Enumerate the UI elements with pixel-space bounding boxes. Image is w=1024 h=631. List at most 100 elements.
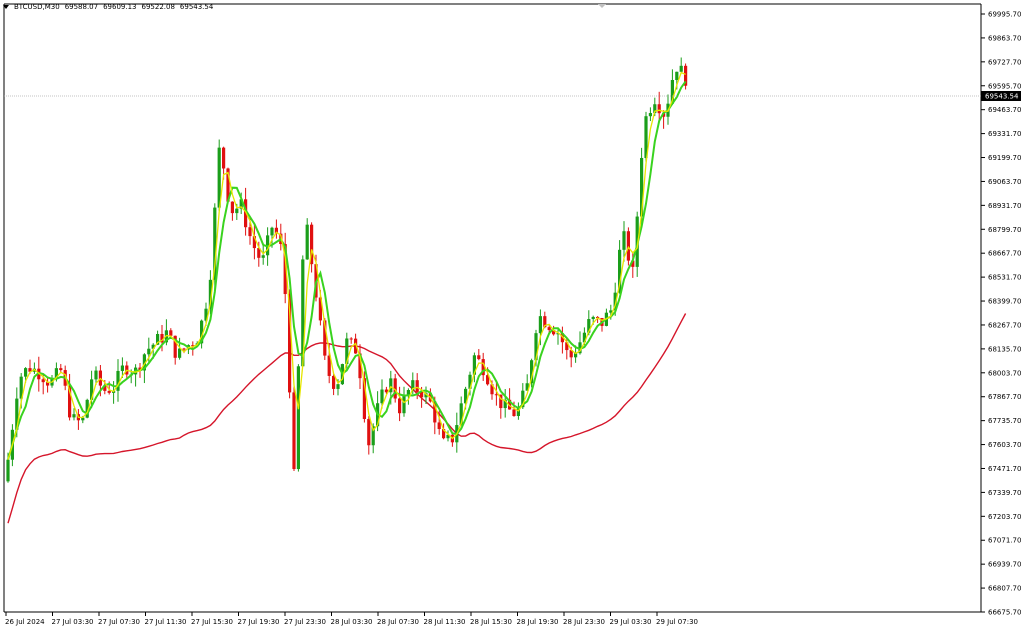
bear-candle[interactable]: [107, 390, 111, 393]
bull-candle[interactable]: [670, 80, 674, 104]
bull-candle[interactable]: [648, 113, 652, 117]
bull-candle[interactable]: [406, 389, 410, 396]
bull-candle[interactable]: [464, 388, 468, 404]
bull-candle[interactable]: [679, 65, 683, 72]
bull-candle[interactable]: [380, 389, 384, 404]
bear-candle[interactable]: [288, 294, 292, 393]
bull-candle[interactable]: [371, 426, 375, 446]
bull-candle[interactable]: [582, 332, 586, 343]
bear-candle[interactable]: [560, 333, 564, 343]
bear-candle[interactable]: [631, 260, 635, 267]
bull-candle[interactable]: [81, 417, 85, 421]
bull-candle[interactable]: [120, 365, 124, 371]
bull-candle[interactable]: [19, 376, 23, 399]
bear-candle[interactable]: [481, 359, 485, 376]
bear-candle[interactable]: [191, 345, 195, 347]
bear-candle[interactable]: [59, 368, 63, 371]
bear-candle[interactable]: [103, 385, 107, 391]
bear-candle[interactable]: [274, 227, 278, 234]
bear-candle[interactable]: [626, 231, 630, 261]
bear-candle[interactable]: [547, 327, 551, 331]
bear-candle[interactable]: [499, 394, 503, 409]
bull-candle[interactable]: [521, 390, 525, 408]
bear-candle[interactable]: [323, 320, 327, 356]
bull-candle[interactable]: [239, 199, 243, 209]
bull-candle[interactable]: [525, 383, 529, 391]
bull-candle[interactable]: [653, 104, 657, 114]
bear-candle[interactable]: [248, 227, 252, 237]
bear-candle[interactable]: [46, 382, 50, 386]
bear-candle[interactable]: [68, 385, 72, 418]
bull-candle[interactable]: [85, 399, 89, 418]
bear-candle[interactable]: [332, 375, 336, 389]
bear-candle[interactable]: [244, 199, 248, 228]
bull-candle[interactable]: [675, 71, 679, 81]
bull-candle[interactable]: [72, 414, 76, 418]
bear-candle[interactable]: [173, 335, 177, 358]
bear-candle[interactable]: [138, 367, 142, 371]
bull-candle[interactable]: [472, 355, 476, 375]
bull-candle[interactable]: [578, 342, 582, 354]
bull-candle[interactable]: [54, 368, 58, 379]
bull-candle[interactable]: [90, 379, 94, 400]
bull-candle[interactable]: [151, 344, 155, 349]
bear-candle[interactable]: [292, 392, 296, 470]
bear-candle[interactable]: [494, 394, 498, 396]
bear-candle[interactable]: [41, 379, 45, 383]
bull-candle[interactable]: [217, 147, 221, 208]
bear-candle[interactable]: [160, 334, 164, 343]
bull-candle[interactable]: [389, 378, 393, 393]
bear-candle[interactable]: [420, 391, 424, 398]
bull-candle[interactable]: [6, 459, 10, 482]
bear-candle[interactable]: [442, 429, 446, 439]
bull-candle[interactable]: [345, 338, 349, 365]
bull-candle[interactable]: [446, 434, 450, 439]
bear-candle[interactable]: [182, 348, 186, 350]
bull-candle[interactable]: [402, 395, 406, 414]
bear-candle[interactable]: [477, 355, 481, 360]
bull-candle[interactable]: [622, 231, 626, 250]
symbol-dropdown-icon[interactable]: [3, 5, 9, 9]
bear-candle[interactable]: [662, 113, 666, 117]
bear-candle[interactable]: [684, 65, 688, 86]
bull-candle[interactable]: [24, 368, 28, 377]
bear-candle[interactable]: [569, 350, 573, 358]
bear-candle[interactable]: [657, 104, 661, 114]
bull-candle[interactable]: [15, 398, 19, 430]
bull-candle[interactable]: [178, 348, 182, 358]
bear-candle[interactable]: [354, 338, 358, 354]
bear-candle[interactable]: [362, 378, 366, 419]
bull-candle[interactable]: [613, 292, 617, 311]
bear-candle[interactable]: [433, 401, 437, 423]
bear-candle[interactable]: [283, 244, 287, 295]
bull-candle[interactable]: [94, 370, 98, 380]
bull-candle[interactable]: [556, 333, 560, 335]
bear-candle[interactable]: [169, 330, 173, 336]
bear-candle[interactable]: [252, 236, 256, 249]
bear-candle[interactable]: [310, 224, 314, 265]
bear-candle[interactable]: [226, 168, 230, 202]
bull-candle[interactable]: [609, 310, 613, 313]
bear-candle[interactable]: [257, 248, 261, 258]
bear-candle[interactable]: [222, 147, 226, 169]
bull-candle[interactable]: [200, 320, 204, 344]
bear-candle[interactable]: [486, 375, 490, 385]
bear-candle[interactable]: [490, 384, 494, 395]
bull-candle[interactable]: [266, 235, 270, 256]
bear-candle[interactable]: [508, 399, 512, 410]
bear-candle[interactable]: [543, 316, 547, 328]
bear-candle[interactable]: [349, 338, 353, 340]
bull-candle[interactable]: [640, 157, 644, 217]
bull-candle[interactable]: [411, 380, 415, 390]
bull-candle[interactable]: [116, 370, 120, 391]
bull-candle[interactable]: [305, 224, 309, 260]
bear-candle[interactable]: [230, 201, 234, 214]
bear-candle[interactable]: [358, 353, 362, 379]
bull-candle[interactable]: [530, 360, 534, 384]
bull-candle[interactable]: [204, 308, 208, 321]
candles[interactable]: [6, 57, 688, 483]
bear-candle[interactable]: [28, 368, 32, 372]
bull-candle[interactable]: [296, 366, 300, 470]
